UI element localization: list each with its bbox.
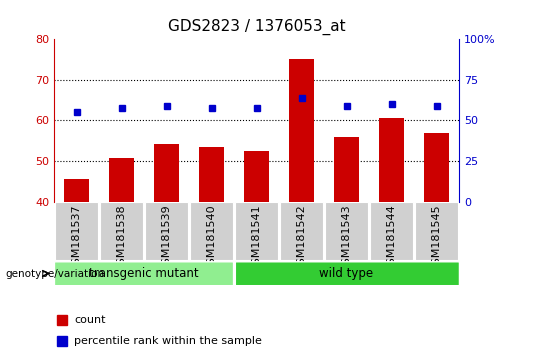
FancyBboxPatch shape: [145, 202, 188, 259]
Bar: [334, 137, 359, 202]
FancyBboxPatch shape: [415, 202, 458, 259]
FancyBboxPatch shape: [235, 262, 460, 286]
Bar: [154, 144, 179, 202]
Text: GSM181541: GSM181541: [252, 205, 261, 272]
Bar: [199, 147, 224, 202]
FancyBboxPatch shape: [100, 202, 143, 259]
Text: GSM181539: GSM181539: [161, 205, 172, 272]
FancyBboxPatch shape: [370, 202, 413, 259]
Text: wild type: wild type: [320, 267, 374, 280]
Text: transgenic mutant: transgenic mutant: [89, 267, 199, 280]
FancyBboxPatch shape: [190, 202, 233, 259]
Text: count: count: [75, 315, 106, 325]
Text: percentile rank within the sample: percentile rank within the sample: [75, 336, 262, 346]
Bar: [289, 59, 314, 202]
FancyBboxPatch shape: [325, 202, 368, 259]
Text: GSM181545: GSM181545: [431, 205, 442, 272]
FancyBboxPatch shape: [280, 202, 323, 259]
Text: GSM181543: GSM181543: [341, 205, 352, 272]
Text: GSM181537: GSM181537: [71, 205, 82, 272]
Bar: [64, 179, 89, 202]
FancyBboxPatch shape: [235, 202, 278, 259]
Text: genotype/variation: genotype/variation: [5, 269, 105, 279]
Bar: [109, 158, 134, 202]
Bar: [244, 151, 269, 202]
FancyBboxPatch shape: [55, 262, 234, 286]
Bar: [424, 132, 449, 202]
Text: GSM181540: GSM181540: [206, 205, 217, 272]
FancyBboxPatch shape: [55, 202, 98, 259]
Title: GDS2823 / 1376053_at: GDS2823 / 1376053_at: [168, 19, 345, 35]
Text: GSM181544: GSM181544: [387, 205, 396, 273]
Text: GSM181542: GSM181542: [296, 205, 307, 273]
Bar: [379, 118, 404, 202]
Text: GSM181538: GSM181538: [117, 205, 126, 272]
